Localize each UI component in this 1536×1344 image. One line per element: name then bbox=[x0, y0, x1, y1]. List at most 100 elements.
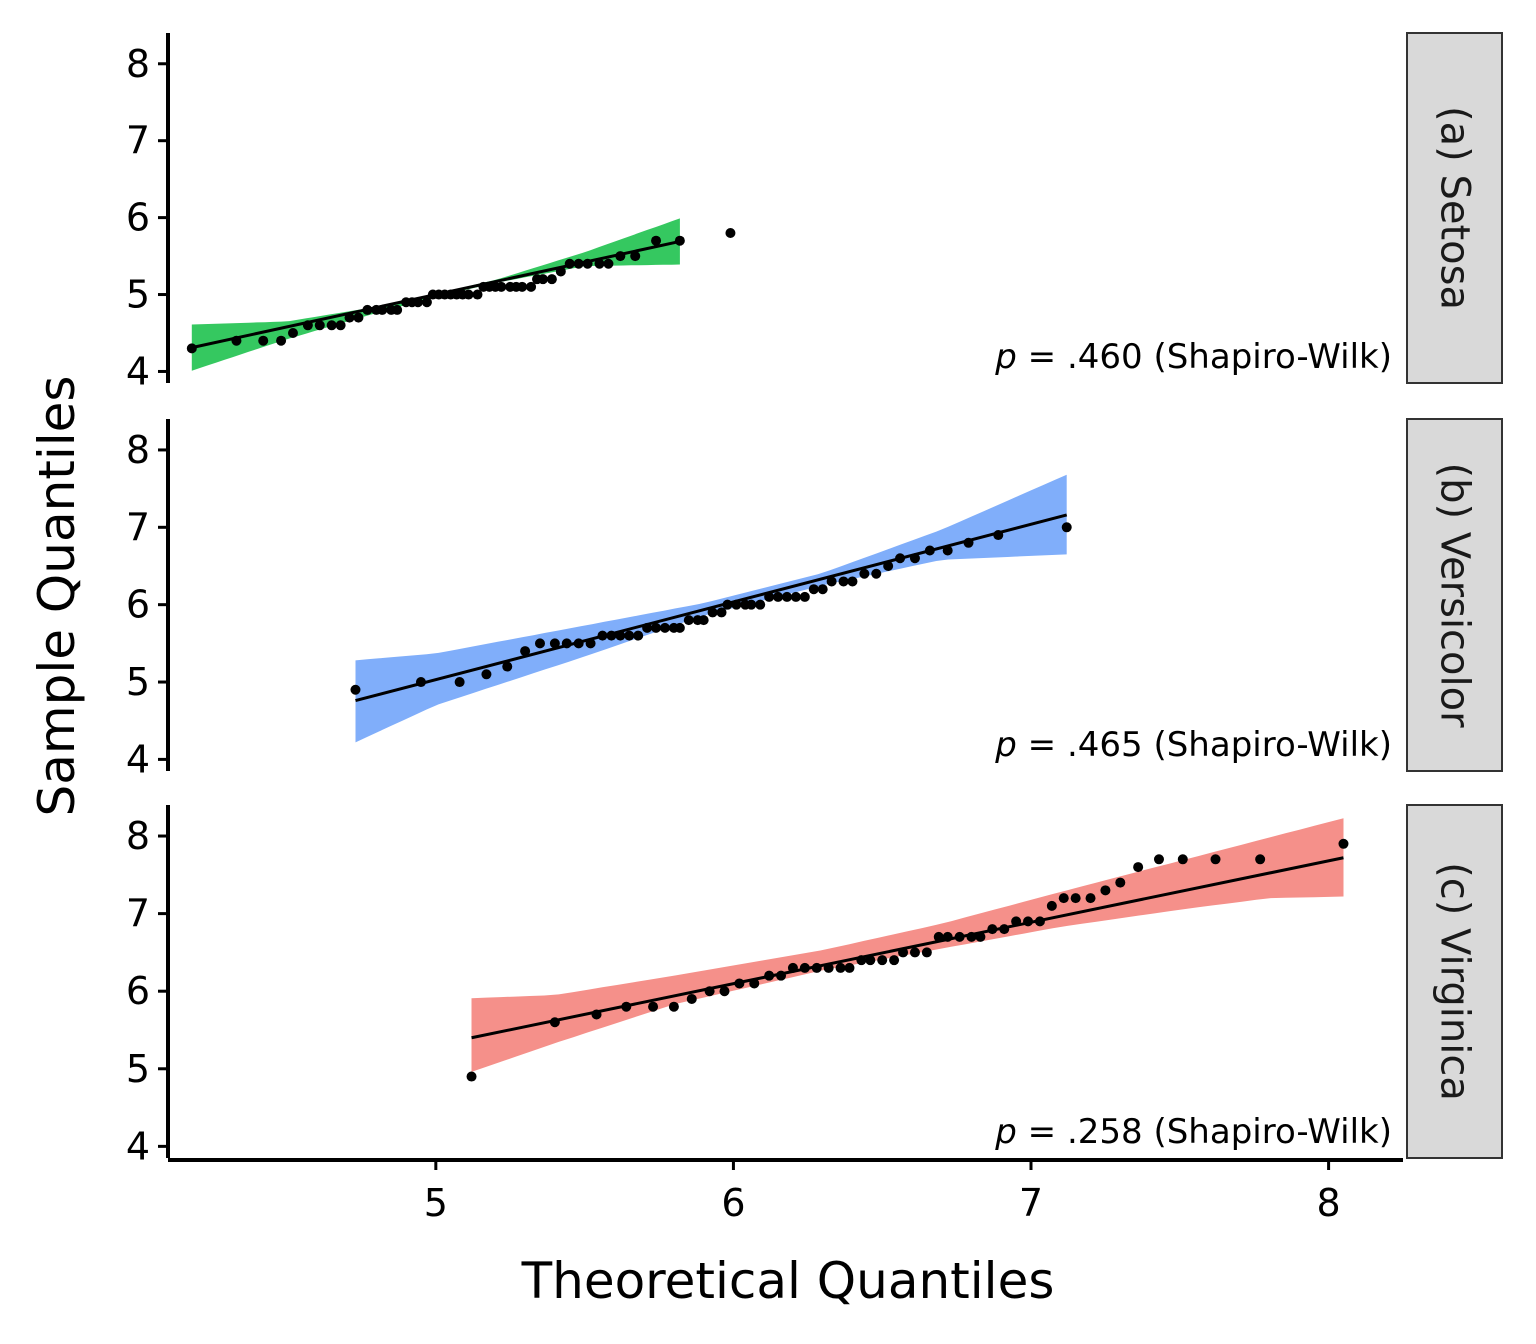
y-tick-label: 6 bbox=[126, 583, 150, 627]
data-point bbox=[877, 955, 888, 966]
data-point bbox=[633, 630, 644, 641]
data-point bbox=[624, 630, 635, 641]
data-point bbox=[573, 638, 584, 649]
shapiro-wilk-annotation-setosa: p = .460 (Shapiro-Wilk) bbox=[994, 337, 1392, 377]
data-point bbox=[1061, 522, 1072, 533]
data-point bbox=[648, 1001, 659, 1012]
y-tick-label: 4 bbox=[126, 737, 150, 781]
y-tick-label: 7 bbox=[126, 892, 150, 936]
data-point bbox=[582, 258, 593, 269]
y-tick-label: 8 bbox=[126, 428, 150, 472]
data-point bbox=[1046, 900, 1057, 911]
data-point bbox=[817, 584, 828, 595]
data-point bbox=[942, 545, 953, 556]
data-point bbox=[287, 328, 298, 338]
y-tick-label: 8 bbox=[126, 42, 150, 86]
data-point bbox=[549, 638, 560, 649]
data-point bbox=[674, 235, 685, 246]
data-point bbox=[698, 615, 709, 626]
data-point bbox=[526, 281, 537, 292]
data-point bbox=[790, 591, 801, 602]
x-tick-label: 7 bbox=[1019, 1181, 1043, 1225]
data-point bbox=[463, 289, 474, 300]
data-point bbox=[898, 947, 909, 958]
facet-strip-virginica: (c) Virginica bbox=[1406, 804, 1503, 1159]
data-point bbox=[704, 986, 715, 997]
data-point bbox=[276, 335, 287, 346]
data-point bbox=[942, 931, 953, 942]
data-point bbox=[835, 962, 846, 973]
data-point bbox=[999, 924, 1010, 935]
data-point bbox=[746, 599, 757, 610]
data-point bbox=[496, 281, 507, 292]
data-point bbox=[472, 289, 483, 300]
data-point bbox=[573, 258, 584, 269]
y-axis-virginica: 4 5 6 7 8 bbox=[126, 805, 170, 1168]
data-point bbox=[597, 630, 608, 641]
data-point bbox=[481, 669, 492, 680]
data-point bbox=[555, 266, 566, 277]
data-point bbox=[668, 1001, 679, 1012]
data-point bbox=[537, 274, 548, 285]
x-axis: 5 6 7 8 bbox=[168, 1158, 1403, 1225]
data-point bbox=[1023, 916, 1034, 927]
data-point bbox=[1058, 893, 1069, 904]
data-point bbox=[1070, 893, 1081, 904]
data-point bbox=[719, 986, 730, 997]
data-point bbox=[502, 661, 513, 672]
data-point bbox=[314, 320, 325, 331]
data-point bbox=[415, 677, 426, 688]
confidence-band-virginica bbox=[471, 818, 1344, 1072]
data-point bbox=[615, 630, 626, 641]
shapiro-wilk-annotation-versicolor: p = .465 (Shapiro-Wilk) bbox=[994, 725, 1392, 765]
data-point bbox=[534, 638, 545, 649]
strip-label-versicolor: (b) Versicolor bbox=[1432, 462, 1478, 728]
y-tick-label: 4 bbox=[126, 1124, 150, 1168]
data-point bbox=[716, 607, 727, 618]
data-point bbox=[871, 568, 882, 579]
data-point bbox=[546, 274, 557, 285]
data-point bbox=[454, 677, 465, 688]
data-point bbox=[895, 553, 906, 564]
data-point bbox=[1100, 885, 1111, 896]
facet-strip-setosa: (a) Setosa bbox=[1406, 32, 1503, 384]
data-point bbox=[808, 584, 819, 595]
facet-panel-virginica: 4 5 6 7 8 (c) Virginica p = .258 (Shapiro-Wi… bbox=[126, 804, 1503, 1168]
data-point bbox=[231, 335, 242, 346]
data-point bbox=[993, 530, 1004, 541]
y-tick-label: 4 bbox=[126, 349, 150, 393]
data-point bbox=[564, 258, 575, 269]
data-point bbox=[1115, 877, 1126, 888]
facet-strip-versicolor: (b) Versicolor bbox=[1406, 418, 1503, 772]
data-point bbox=[549, 1017, 560, 1028]
data-point bbox=[933, 931, 944, 942]
data-point bbox=[344, 312, 355, 323]
data-point bbox=[722, 599, 733, 610]
data-point bbox=[659, 622, 670, 633]
data-point bbox=[674, 622, 685, 633]
data-point bbox=[883, 560, 894, 571]
y-axis-title: Sample Quantiles bbox=[28, 376, 86, 817]
y-tick-label: 7 bbox=[126, 119, 150, 163]
strip-label-virginica: (c) Virginica bbox=[1432, 862, 1478, 1101]
data-point bbox=[1177, 854, 1188, 865]
x-tick-label: 5 bbox=[424, 1181, 448, 1225]
data-point bbox=[335, 320, 346, 331]
data-point bbox=[725, 228, 736, 238]
data-point bbox=[392, 304, 403, 315]
facet-panel-setosa: 4 5 6 7 8 (a) Setosa p = .460 (Shapiro-Wilk) bbox=[126, 32, 1503, 393]
data-point bbox=[764, 970, 775, 981]
data-point bbox=[734, 978, 745, 989]
data-point bbox=[847, 576, 858, 587]
data-point bbox=[326, 320, 337, 331]
data-point bbox=[764, 591, 775, 602]
data-point bbox=[615, 251, 626, 262]
data-point bbox=[1133, 862, 1144, 873]
facet-panel-versicolor: 4 5 6 7 8 (b) Versicolor p = .465 (Shapiro-W… bbox=[126, 418, 1503, 781]
data-point bbox=[773, 591, 784, 602]
data-point bbox=[621, 1001, 632, 1012]
data-point bbox=[350, 684, 361, 695]
data-point bbox=[776, 970, 787, 981]
data-point bbox=[561, 638, 572, 649]
